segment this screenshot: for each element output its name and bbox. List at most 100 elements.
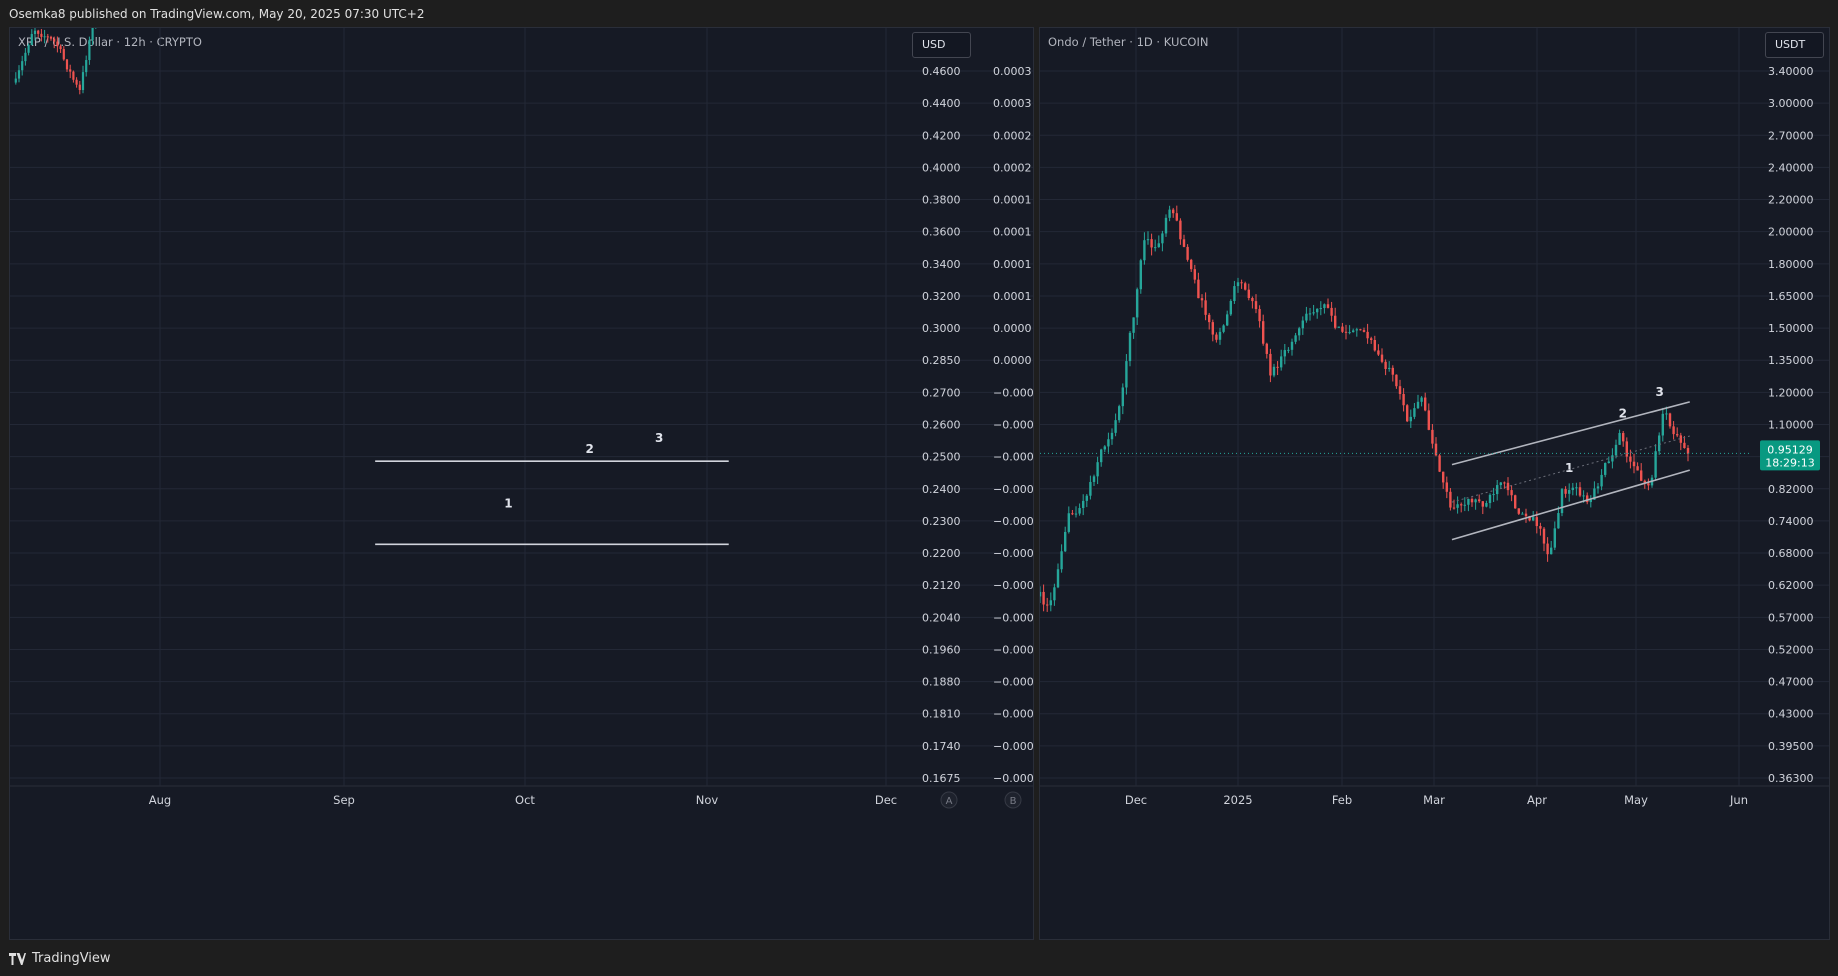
candle-body [1661,413,1664,436]
candle-body [81,72,85,91]
candle-body [1215,334,1218,340]
candle-body [1085,495,1088,501]
candle-body [1571,487,1574,491]
channel-lower-line[interactable] [1451,469,1690,541]
candle-body [1355,329,1358,331]
candle-body [1384,361,1387,369]
wave-label-1: 1 [504,497,512,511]
candle-body [1204,300,1207,315]
candle-body [1589,499,1592,503]
candle-body [1362,330,1366,332]
secondary-tick: −0.0001 [993,547,1033,560]
candle-body [1258,309,1261,322]
price-tick: 0.2850 [922,354,961,367]
price-tick: 2.40000 [1768,161,1814,174]
candle-body [1222,325,1225,332]
candle-body [1557,513,1560,529]
candle-body [1053,587,1056,601]
candle-body [1643,480,1646,484]
candle-body [1395,374,1398,387]
price-tick: 1.20000 [1768,386,1814,399]
candle-body [37,30,40,34]
wave-label-1: 1 [1565,461,1573,475]
countdown-label: 18:29:13 [1765,456,1814,469]
candle-body [1074,513,1078,515]
candle-body [1226,314,1229,326]
xrp-currency-button[interactable]: USD [912,32,971,58]
price-tick: 0.2700 [922,386,961,399]
xrp-symbol-legend[interactable]: XRP / U.S. Dollar · 12h · CRYPTO [18,35,202,49]
candle-body [1154,247,1157,249]
secondary-tick: 0.0003 [993,97,1032,110]
ondo-chart-svg[interactable]: 3.40000 3.00000 2.70000 2.40000 2.20000 2.000… [1040,28,1829,939]
price-tick: 1.10000 [1768,419,1814,432]
candle-body [1506,482,1510,491]
candle-body [1665,413,1668,415]
candle-body [1568,490,1571,494]
candle-body [1467,498,1470,505]
candle-body [21,61,24,71]
candle-body [43,36,46,38]
price-tick: 0.2200 [922,547,961,560]
ondo-chart-panel[interactable]: Ondo / Tether · 1D · KUCOIN USDT 3.40000… [1039,27,1830,940]
candle-body [17,70,21,79]
candle-body [1251,297,1254,302]
secondary-tick: −0.0002 [993,643,1033,656]
price-tick: 0.4000 [922,161,961,174]
candle-body [1146,239,1150,241]
secondary-tick: 0.0002 [993,129,1032,142]
scale-button-a[interactable] [940,791,958,809]
candle-body [1352,330,1355,333]
candle-body [1679,435,1682,443]
price-tick: 2.00000 [1768,226,1814,239]
candle-body [1071,513,1074,515]
price-tick: 3.00000 [1768,97,1814,110]
candle-body [49,36,53,39]
candle-body [1265,343,1268,354]
candle-body [1042,591,1045,605]
secondary-tick: −0.0003 [993,740,1033,753]
candle-body [1240,282,1243,284]
wave-label-3: 3 [655,431,663,445]
candle-body [1550,547,1553,555]
tradingview-logo-icon [9,952,26,965]
channel-upper-line[interactable] [1451,401,1690,466]
price-tick: 0.74000 [1768,515,1814,528]
secondary-tick: 0.0003 [993,65,1032,78]
wave-label-2: 2 [1619,406,1627,420]
candle-body [1283,350,1286,357]
price-tick: 0.62000 [1768,579,1814,592]
candle-body [1236,282,1240,287]
candle-body [1370,338,1373,341]
candle-body [1316,308,1319,313]
time-tick: May [1624,793,1648,807]
candle-body [1409,416,1412,422]
price-tick: 0.2600 [922,419,961,432]
candle-body [1614,444,1618,456]
candle-body [1532,517,1535,521]
candle-body [1442,471,1445,483]
candle-body [1272,366,1276,376]
ondo-currency-button[interactable]: USDT [1765,32,1824,58]
tradingview-brand[interactable]: TradingView [9,951,111,966]
ondo-symbol-legend[interactable]: Ondo / Tether · 1D · KUCOIN [1048,35,1209,49]
candle-body [30,34,33,45]
time-tick: Oct [515,793,535,807]
time-tick: Jun [1729,793,1748,807]
candle-body [1229,300,1232,315]
candle-body [88,40,91,61]
price-tick: 1.65000 [1768,290,1814,303]
xrp-chart-panel[interactable]: XRP / U.S. Dollar · 12h · CRYPTO USD 0.4… [9,27,1034,940]
price-tick: 0.2400 [922,483,961,496]
candle-body [1542,528,1546,544]
price-tick: 0.3200 [922,290,961,303]
price-tick: 0.1960 [922,643,961,656]
candle-body [1182,239,1186,247]
scale-button-b[interactable] [1004,791,1022,809]
candle-body [1330,307,1333,316]
secondary-tick: −0.0002 [993,611,1033,624]
candle-body [1474,499,1477,503]
price-tick: 0.2040 [922,611,961,624]
xrp-chart-svg[interactable]: 0.4600 0.4400 0.4200 0.4000 0.3800 0.3600 0.34… [10,28,1033,939]
secondary-tick: −0.0003 [993,772,1033,785]
